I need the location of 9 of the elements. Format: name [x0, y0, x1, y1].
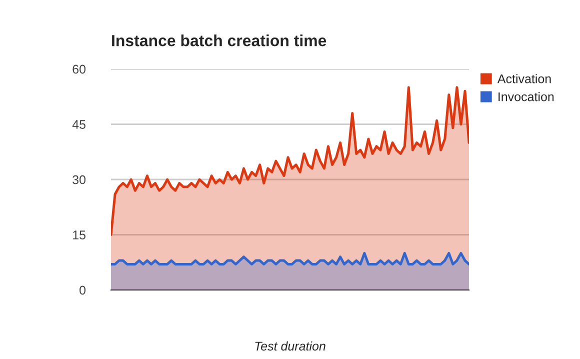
x-axis-title: Test duration: [255, 341, 326, 351]
y-tick-label: 30: [72, 175, 86, 184]
y-tick-label: 60: [72, 64, 86, 74]
chart-title: Instance batch creation time: [112, 34, 326, 46]
y-tick-label: 15: [73, 230, 86, 240]
y-tick-label: 0: [80, 286, 86, 295]
legend-label: Activation: [497, 74, 551, 84]
legend-label: Invocation: [498, 92, 554, 102]
y-tick-label: 45: [72, 120, 86, 129]
